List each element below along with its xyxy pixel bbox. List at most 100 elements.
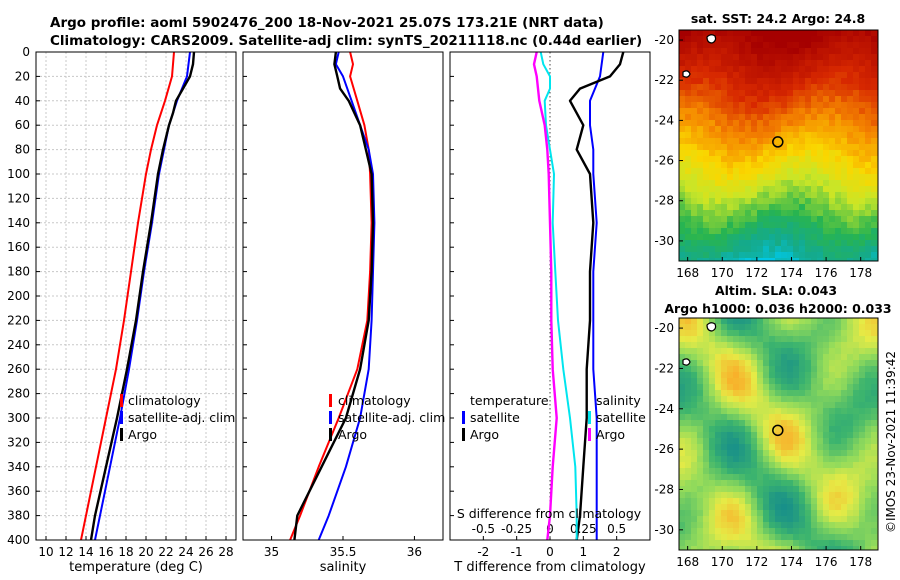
map-cell [679, 132, 686, 139]
map-cell [703, 120, 710, 127]
island-outline [682, 70, 691, 78]
x-tick-label: -2 [477, 545, 489, 559]
map-cell [751, 336, 758, 343]
map-cell [787, 222, 794, 229]
map-cell [775, 354, 782, 361]
map-cell [703, 96, 710, 103]
map-cell [697, 426, 704, 433]
map-cell [787, 168, 794, 175]
map-cell [811, 42, 818, 49]
map-cell [853, 378, 860, 385]
map-cell [709, 318, 716, 325]
map-cell [715, 30, 722, 37]
map-cell [679, 348, 686, 355]
map-cell [829, 402, 836, 409]
map-cell [739, 366, 746, 373]
map-cell [865, 528, 872, 535]
map-cell [775, 342, 782, 349]
map-cell [787, 432, 794, 439]
map-cell [817, 522, 824, 529]
map-cell [823, 480, 830, 487]
map-cell [691, 48, 698, 55]
map-cell [865, 150, 872, 157]
map-cell [847, 480, 854, 487]
map-cell [805, 540, 812, 547]
map-cell [733, 90, 740, 97]
map-cell [775, 234, 782, 241]
map-cell [769, 516, 776, 523]
map-cell [679, 180, 686, 187]
s-tick-label: -0.5 [472, 522, 495, 536]
map-cell [853, 480, 860, 487]
map-cell [859, 42, 866, 49]
map-cell [697, 150, 704, 157]
map-cell [793, 450, 800, 457]
map-cell [829, 546, 836, 550]
map-cell [829, 204, 836, 211]
map-cell [829, 216, 836, 223]
map-cell [757, 492, 764, 499]
salinity-legend: climatology satellite-adj. clim Argo [329, 393, 445, 442]
map-cell [727, 246, 734, 253]
map-cell [787, 462, 794, 469]
map-cell [847, 198, 854, 205]
map-cell [691, 432, 698, 439]
map-cell [763, 198, 770, 205]
legend-label-clim: climatology [128, 393, 201, 408]
map-cell [829, 96, 836, 103]
map-cell [685, 534, 692, 541]
map-cell [733, 114, 740, 121]
map-cell [745, 168, 752, 175]
map-cell [685, 492, 692, 499]
map-cell [751, 84, 758, 91]
map-cell [679, 30, 686, 37]
map-cell [751, 462, 758, 469]
map-cell [841, 498, 848, 505]
map-cell [847, 126, 854, 133]
map-cell [703, 330, 710, 337]
map-cell [787, 318, 794, 325]
map-cell [757, 510, 764, 517]
map-cell [859, 78, 866, 85]
map-cell [733, 540, 740, 547]
map-cell [835, 378, 842, 385]
map-cell [823, 390, 830, 397]
map-cell [757, 150, 764, 157]
map-cell [691, 126, 698, 133]
map-cell [733, 162, 740, 169]
map-cell [733, 36, 740, 43]
map-cell [691, 390, 698, 397]
map-cell [697, 132, 704, 139]
map-cell [757, 168, 764, 175]
map-cell [847, 72, 854, 79]
map-cell [853, 366, 860, 373]
map-cell [751, 528, 758, 535]
map-cell [769, 408, 776, 415]
map-cell [727, 78, 734, 85]
map-cell [799, 132, 806, 139]
map-cell [787, 498, 794, 505]
map-cell [847, 30, 854, 37]
map-cell [703, 192, 710, 199]
map-cell [697, 444, 704, 451]
map-cell [805, 144, 812, 151]
map-cell [799, 144, 806, 151]
map-cell [847, 174, 854, 181]
map-cell [859, 186, 866, 193]
map-cell [769, 486, 776, 493]
map-cell [835, 186, 842, 193]
map-cell [871, 126, 878, 133]
map-cell [787, 132, 794, 139]
map-cell [835, 54, 842, 61]
map-cell [679, 372, 686, 379]
map-cell [865, 396, 872, 403]
map-cell [685, 408, 692, 415]
map-cell [841, 222, 848, 229]
legend-label-t-argo: Argo [470, 427, 499, 442]
argo-float-marker [772, 424, 784, 437]
map-cell [709, 246, 716, 253]
map-cell [727, 510, 734, 517]
map-cell [709, 102, 716, 109]
map-cell [805, 450, 812, 457]
map-cell [847, 462, 854, 469]
